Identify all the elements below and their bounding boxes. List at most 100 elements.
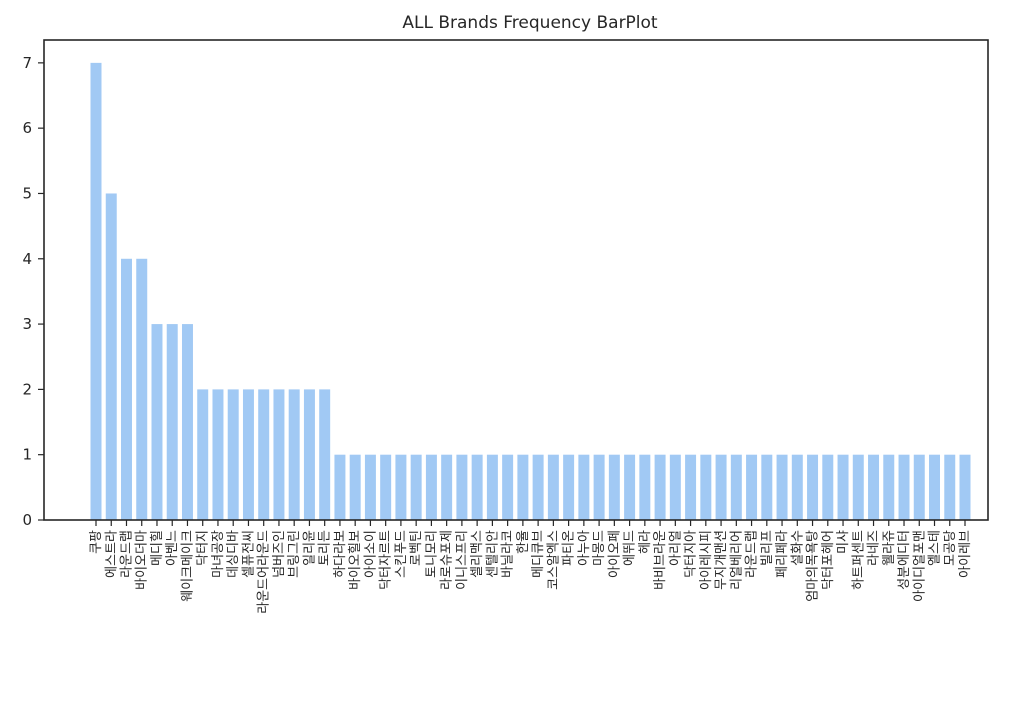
x-tick-label: 아이레브 [958, 530, 973, 578]
x-tick-label: 바닐라코 [501, 530, 516, 578]
bar [136, 258, 148, 520]
bar [685, 454, 697, 520]
x-tick-label: 닥터지아 [684, 530, 699, 578]
bar [624, 454, 636, 520]
bar [242, 389, 254, 520]
x-tick-label: 아이레시피 [699, 530, 714, 590]
bar [852, 454, 864, 520]
x-tick-label: 닥터지 [196, 530, 211, 566]
bar [303, 389, 315, 520]
x-tick-label: 바이오힐보 [348, 530, 363, 590]
x-tick-label: 엘스테 [928, 530, 943, 566]
bars-group [90, 62, 971, 521]
x-tick-label: 하다라보 [333, 530, 348, 578]
bar [181, 324, 193, 520]
bar [654, 454, 666, 520]
bar [639, 454, 651, 520]
x-tick-label: 모공당 [943, 530, 958, 566]
bar [197, 389, 209, 520]
x-tick-label: 하트퍼센트 [851, 530, 866, 590]
x-tick-label: 쿠팡 [89, 530, 104, 554]
bar [929, 454, 940, 520]
x-tick-label: 바비브라운 [653, 530, 668, 590]
x-tick-label: 셀리맥스 [470, 530, 485, 578]
x-tick-label: 코스알엑스 [546, 530, 561, 590]
x-tick-label: 성분에디터 [897, 530, 912, 590]
x-tick-label: 일리윤 [302, 530, 317, 566]
bar [334, 454, 346, 520]
bar [532, 454, 544, 520]
x-tick-label: 라운드랩 [119, 530, 134, 578]
bar [746, 454, 758, 520]
x-tick-label: 라로슈포제 [440, 530, 455, 590]
x-tick-label: 아벤느 [165, 530, 180, 566]
bar [90, 62, 102, 521]
bar [105, 193, 117, 520]
x-tick-label: 한율 [516, 530, 531, 554]
bar [593, 454, 605, 520]
x-axis: 쿠팡 에스트라 라운드랩 바이오더마 메디힐 아벤느 웨이크메이크 닥터지 마녀공장 데싱디바 셀퓨… [89, 520, 973, 614]
bar [349, 454, 361, 520]
x-tick-label: 셀퓨전씨 [241, 530, 256, 578]
bar [410, 454, 422, 520]
x-tick-label: 설화수 [790, 530, 805, 566]
bar [913, 454, 925, 520]
bar [547, 454, 559, 520]
x-tick-label: 메디힐 [150, 530, 165, 566]
bar [227, 389, 239, 520]
x-tick-label: 무지개맨션 [714, 530, 729, 590]
bar [456, 454, 468, 520]
bar [669, 454, 681, 520]
x-tick-label: 아이오페 [607, 530, 622, 578]
bar [807, 454, 819, 520]
bar [822, 454, 834, 520]
bar [837, 454, 849, 520]
bar [273, 389, 285, 520]
y-tick-label: 0 [22, 511, 32, 529]
y-tick-label: 2 [22, 380, 32, 398]
x-tick-label: 이니스프리 [455, 530, 470, 590]
y-tick-label: 4 [22, 250, 32, 268]
x-tick-label: 미샤 [836, 530, 851, 554]
x-tick-label: 센텔리안 [485, 530, 500, 578]
x-tick-label: 라운드랩 [745, 530, 760, 578]
bar [471, 454, 483, 520]
y-tick-label: 6 [22, 119, 32, 137]
bar [608, 454, 620, 520]
bar [700, 454, 712, 520]
chart-title: ALL Brands Frequency BarPlot [402, 13, 658, 33]
x-tick-label: 엄마의목욕탕 [806, 530, 821, 602]
bar [883, 454, 895, 520]
x-tick-label: 스킨푸드 [394, 530, 409, 578]
bar [364, 454, 376, 520]
bar [578, 454, 590, 520]
bar [319, 389, 331, 520]
bar [776, 454, 788, 520]
x-tick-label: 닥터자르트 [379, 530, 394, 590]
bar [395, 454, 407, 520]
bar [258, 389, 270, 520]
bar [898, 454, 910, 520]
bar [959, 454, 971, 520]
bar [486, 454, 498, 520]
x-tick-label: 닥터포헤어 [821, 530, 836, 590]
x-tick-label: 파티온 [562, 530, 577, 566]
x-tick-label: 에뛰드 [623, 530, 638, 566]
x-tick-label: 리얼베리어 [729, 530, 744, 590]
bar [121, 258, 132, 520]
plot-frame [43, 39, 989, 521]
x-tick-label: 웰라쥬 [882, 530, 897, 566]
y-tick-label: 3 [22, 315, 32, 333]
bar [441, 454, 453, 520]
y-axis: 0 1 2 3 4 5 6 7 [22, 54, 44, 529]
bar [791, 454, 803, 520]
x-tick-label: 빌리프 [760, 530, 775, 566]
x-tick-label: 에스트라 [104, 530, 119, 578]
bar [761, 454, 773, 520]
x-tick-label: 아이소이 [363, 530, 378, 578]
bar [868, 454, 880, 520]
bar [212, 389, 224, 520]
x-tick-label: 마녀공장 [211, 530, 226, 578]
x-tick-label: 아리얼 [668, 530, 683, 566]
